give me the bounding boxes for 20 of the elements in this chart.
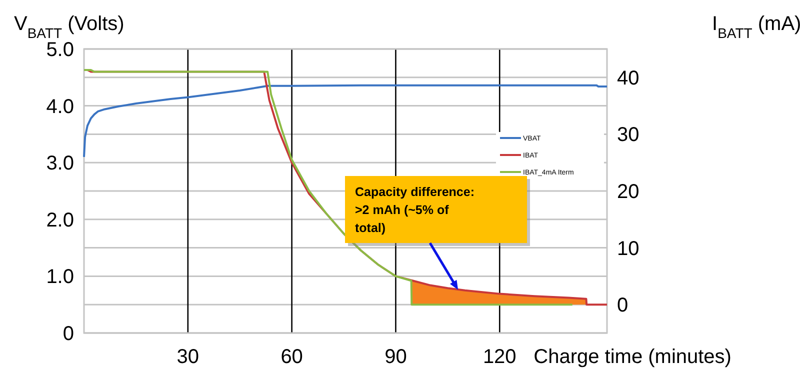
y-tick-label: 5.0 bbox=[46, 39, 74, 61]
y-tick-label: 0 bbox=[62, 323, 74, 345]
y-tick-label: 3.0 bbox=[46, 152, 74, 175]
y-tick-label: 1.0 bbox=[46, 266, 74, 288]
y-axis-title: V$_{BATT}$ (Volts) bbox=[14, 13, 124, 41]
x-tick-label: 90 bbox=[384, 346, 407, 368]
x-tick-label: 30 bbox=[176, 346, 200, 368]
y2-tick-label: 0 bbox=[617, 294, 628, 317]
y2-tick-label: 40 bbox=[617, 67, 640, 90]
line-series bbox=[83, 84, 608, 158]
x-tick-label: 120 bbox=[482, 346, 516, 368]
y-tick-label: 2.0 bbox=[46, 209, 74, 232]
x-axis-title: Charge time (minutes) bbox=[534, 346, 732, 368]
y-tick-label: 4.0 bbox=[46, 96, 74, 118]
x-tick-label: 60 bbox=[280, 346, 303, 368]
annotation: Capacity difference: >2 mAh (~5% of total) bbox=[355, 185, 474, 235]
y2-tick-label: 10 bbox=[617, 238, 640, 260]
y2-tick-label: 20 bbox=[617, 181, 640, 203]
y2-axis-title: I$_{BATT}$ (mA) bbox=[712, 13, 800, 41]
y2-tick-label: 30 bbox=[617, 124, 640, 146]
